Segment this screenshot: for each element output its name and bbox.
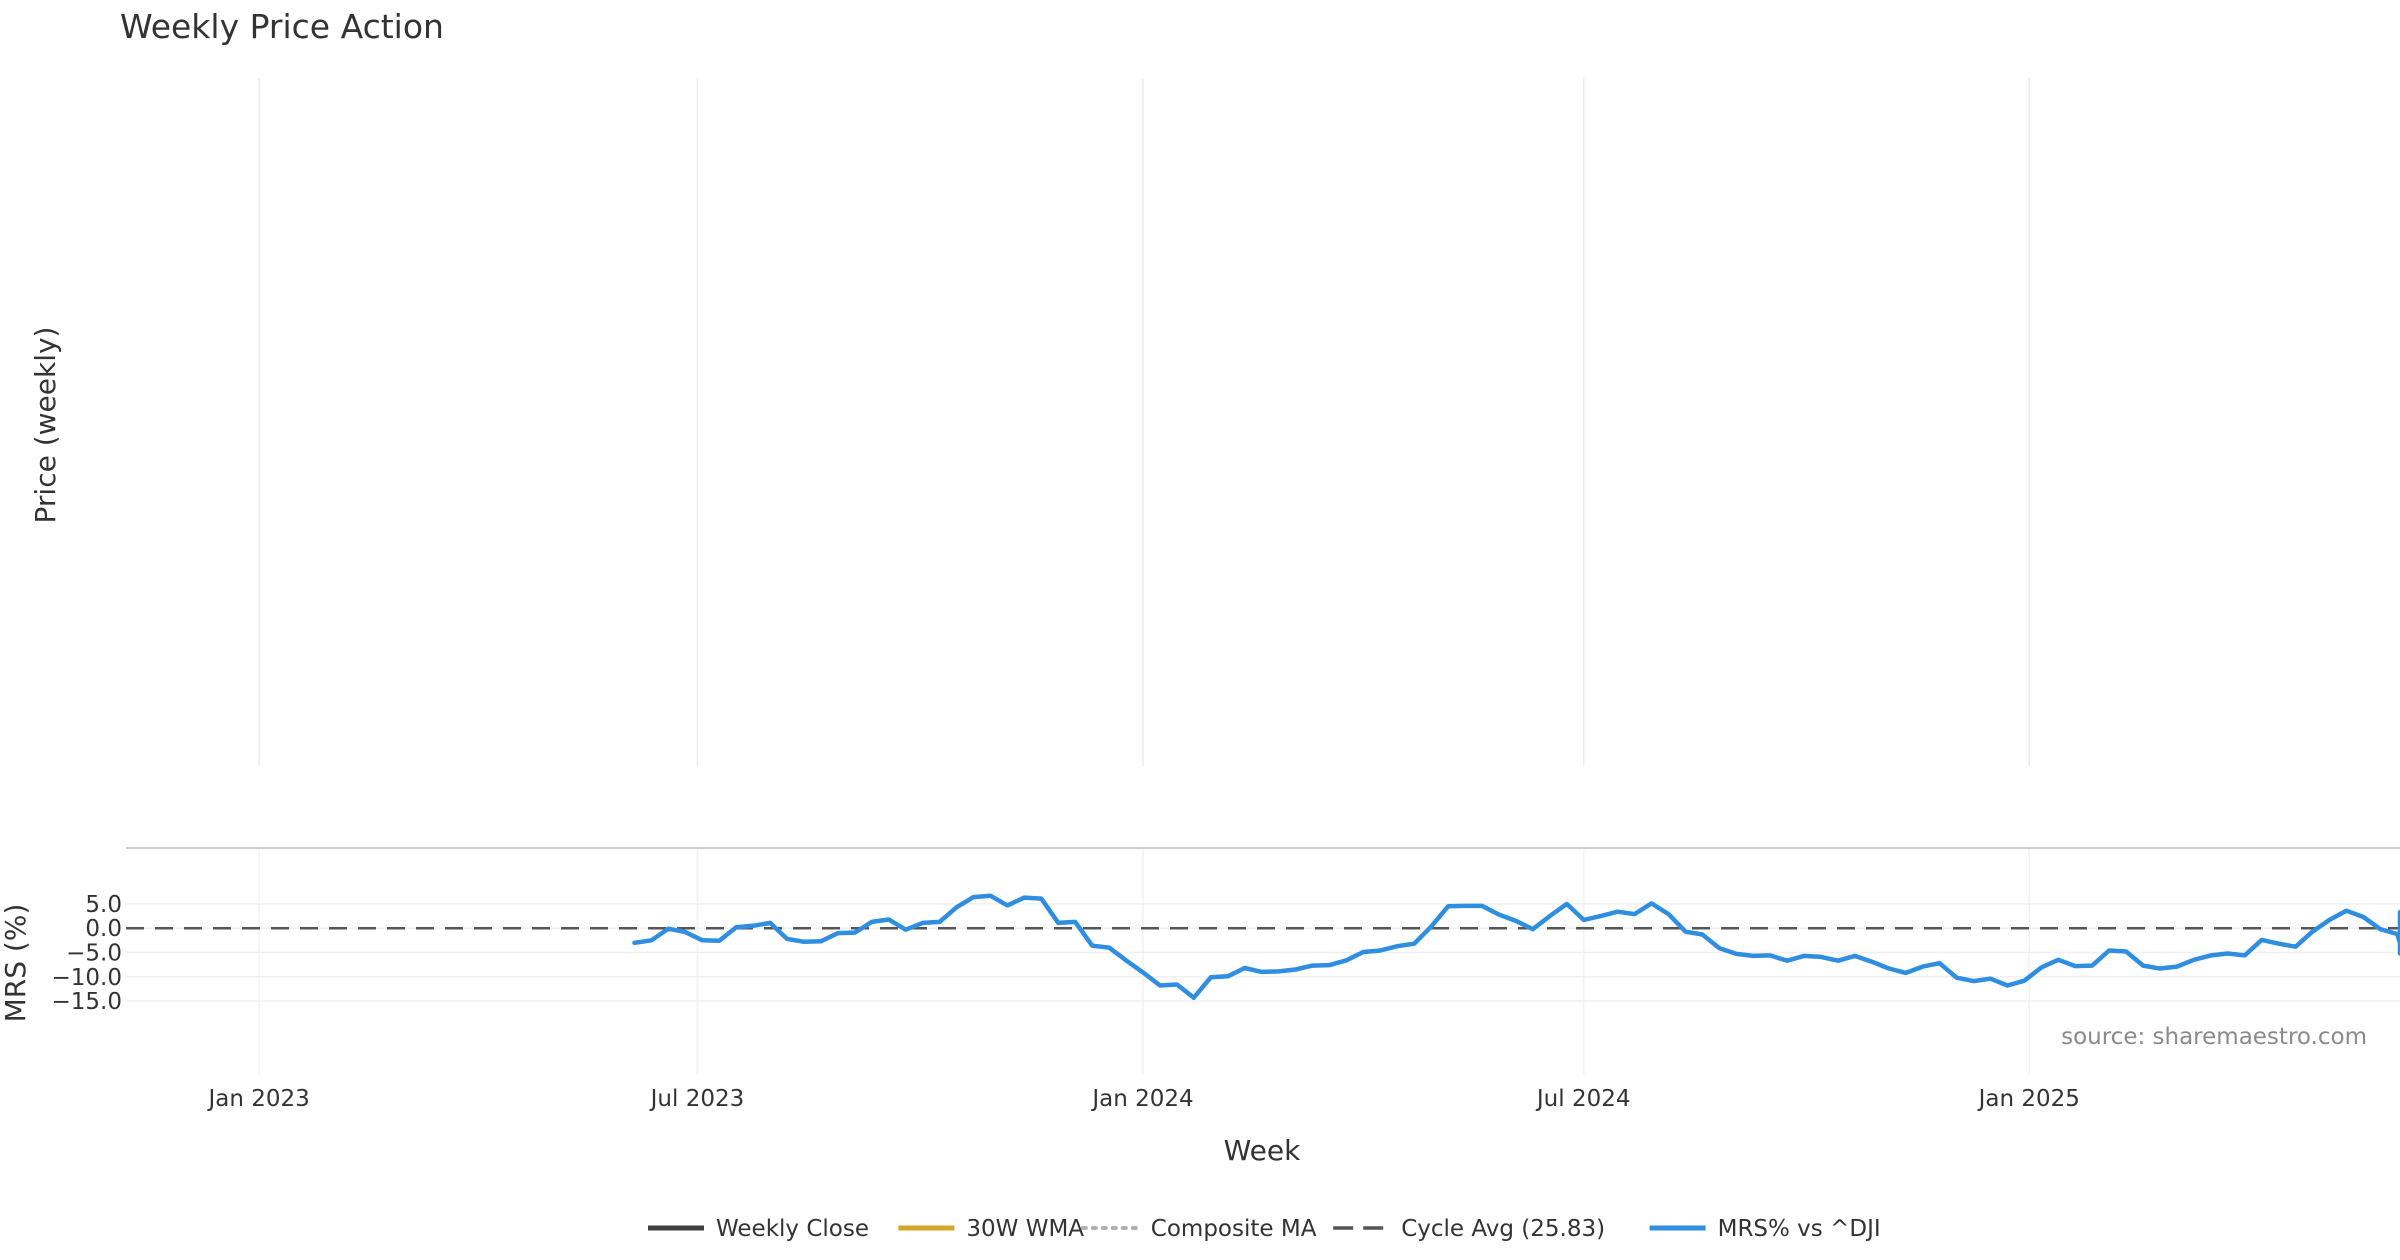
legend: Weekly Close 30W WMA Composite MA Cycle Avg… bbox=[648, 1216, 1881, 1242]
x-tick-label: Jan 2024 bbox=[1090, 1086, 1193, 1112]
legend-item: Cycle Avg (25.83) bbox=[1333, 1216, 1605, 1242]
legend-item: Weekly Close bbox=[648, 1216, 869, 1242]
legend-label: 30W WMA bbox=[966, 1216, 1084, 1242]
series-line-mrs-vs-dji bbox=[632, 893, 2400, 1000]
price-panel-grid bbox=[258, 78, 2030, 766]
x-axis: Jan 2023 Jul 2023 Jan 2024 Jul 2024 Jan 2025… bbox=[207, 1086, 2080, 1112]
source-note: source: sharemaestro.com bbox=[2061, 1024, 2367, 1050]
series-layer bbox=[632, 893, 2400, 1000]
mrs-y-tick-label: 0.0 bbox=[85, 916, 122, 942]
x-tick-label: Jan 2025 bbox=[1977, 1086, 2080, 1112]
x-tick-label: Jul 2024 bbox=[1535, 1086, 1631, 1112]
mrs-y-tick-label: −5.0 bbox=[66, 940, 122, 966]
x-axis-label: Week bbox=[1224, 1134, 1301, 1167]
mrs-y-tick-label: 5.0 bbox=[85, 892, 122, 918]
legend-label: MRS% vs ^DJI bbox=[1718, 1216, 1881, 1242]
x-tick-label: Jul 2023 bbox=[649, 1086, 745, 1112]
legend-label: Composite MA bbox=[1151, 1216, 1317, 1242]
chart-title: Weekly Price Action bbox=[120, 7, 444, 46]
legend-label: Weekly Close bbox=[716, 1216, 869, 1242]
price-y-axis-label: Price (weekly) bbox=[29, 327, 62, 524]
legend-item: Composite MA bbox=[1080, 1216, 1317, 1242]
mrs-y-tick-label: −10.0 bbox=[52, 965, 122, 991]
legend-label: Cycle Avg (25.83) bbox=[1401, 1216, 1605, 1242]
mrs-y-axis: 5.00.0−5.0−10.0−15.0 bbox=[52, 892, 122, 1015]
x-tick-label: Jan 2023 bbox=[207, 1086, 310, 1112]
mrs-y-tick-label: −15.0 bbox=[52, 989, 122, 1015]
legend-item: MRS% vs ^DJI bbox=[1649, 1216, 1881, 1242]
mrs-y-axis-label: MRS (%) bbox=[0, 904, 32, 1023]
legend-item: 30W WMA bbox=[898, 1216, 1084, 1242]
